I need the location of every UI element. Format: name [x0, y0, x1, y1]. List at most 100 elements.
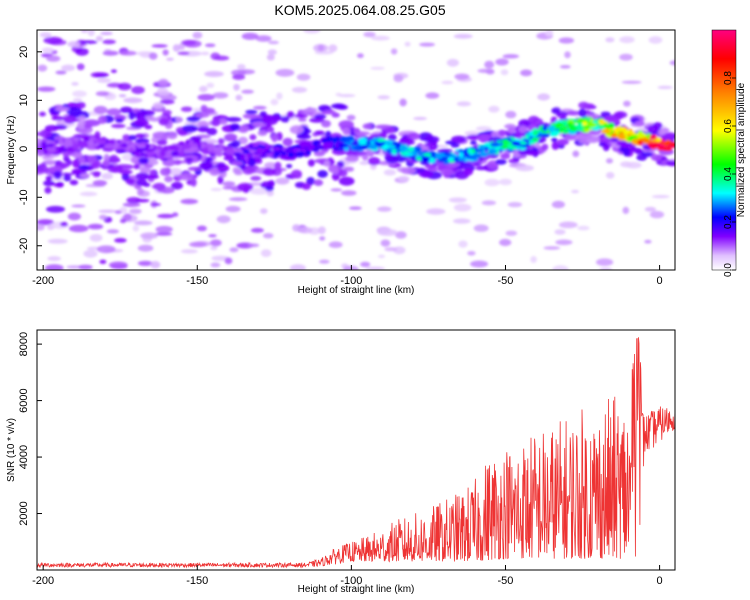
- heatmap-cell: [610, 133, 618, 138]
- heatmap-cell: [132, 225, 140, 232]
- heatmap-cell: [222, 181, 236, 187]
- heatmap-cell: [145, 143, 151, 149]
- heatmap-cell: [380, 239, 391, 247]
- spectrogram-y-ticks: -20 -10 0 10 20: [18, 46, 42, 254]
- heatmap-cell: [476, 148, 484, 153]
- x-tick-label: -100: [340, 575, 362, 587]
- x-tick-label: -50: [498, 275, 514, 287]
- heatmap-cell: [607, 122, 615, 129]
- heatmap-cell: [322, 143, 333, 149]
- heatmap-cell: [505, 110, 517, 119]
- heatmap-cell: [448, 197, 467, 203]
- heatmap-cell: [338, 176, 355, 186]
- heatmap-cell: [225, 205, 241, 213]
- heatmap-cell: [552, 265, 569, 270]
- heatmap-cell: [197, 142, 202, 147]
- heatmap-cell: [407, 132, 421, 140]
- heatmap-cell: [547, 125, 556, 132]
- heatmap-cell: [71, 82, 79, 86]
- heatmap-cell: [118, 169, 133, 175]
- heatmap-cell: [275, 68, 295, 77]
- heatmap-cell: [561, 128, 570, 134]
- heatmap-cell: [518, 125, 528, 134]
- heatmap-cell: [144, 124, 153, 130]
- heatmap-cell: [71, 137, 81, 141]
- heatmap-cell: [257, 130, 268, 136]
- heatmap-cell: [613, 111, 628, 119]
- heatmap-cell: [313, 150, 325, 157]
- heatmap-cell: [605, 172, 615, 179]
- heatmap-cell: [232, 74, 246, 80]
- heatmap-cell: [349, 206, 362, 210]
- heatmap-cell: [172, 212, 179, 217]
- heatmap-cell: [598, 119, 606, 125]
- heatmap-cell: [155, 225, 173, 233]
- heatmap-cell: [160, 150, 166, 157]
- heatmap-cell: [319, 259, 330, 264]
- y-tick-label: 6000: [18, 388, 30, 412]
- heatmap-cell: [502, 54, 520, 59]
- heatmap-cell: [286, 164, 293, 169]
- heatmap-cell: [224, 257, 233, 265]
- heatmap-cell: [75, 101, 86, 109]
- heatmap-cell: [296, 73, 311, 81]
- colorbar-frame: [711, 29, 737, 271]
- heatmap-cell: [331, 168, 340, 175]
- heatmap-cell: [458, 152, 464, 158]
- heatmap-cell: [115, 118, 124, 123]
- heatmap-cell: [110, 69, 117, 73]
- heatmap-cell: [241, 32, 259, 40]
- heatmap-cell: [98, 115, 107, 124]
- heatmap-cell: [635, 132, 647, 139]
- heatmap-cell: [122, 202, 141, 208]
- heatmap-cell: [296, 134, 312, 140]
- heatmap-cell: [118, 94, 127, 98]
- heatmap-cell: [555, 239, 573, 246]
- heatmap-cell: [215, 152, 223, 157]
- heatmap-cell: [617, 133, 626, 141]
- heatmap-cell: [123, 213, 132, 221]
- heatmap-cell: [73, 98, 83, 102]
- snr-panel: -200 -150 -100 -50 0 2000 4000 6000 8000 Height…: [6, 329, 676, 595]
- heatmap-cell: [322, 109, 336, 115]
- heatmap-cell: [180, 198, 199, 205]
- heatmap-cell: [338, 143, 349, 148]
- heatmap-cell: [260, 208, 268, 215]
- heatmap-cell: [306, 177, 315, 186]
- heatmap-cell: [109, 154, 119, 163]
- heatmap-cell: [192, 107, 203, 113]
- heatmap-cell: [109, 165, 123, 173]
- snr-y-label: SNR (10 * v/v): [6, 418, 17, 482]
- heatmap-cell: [47, 256, 61, 262]
- heatmap-cell: [576, 118, 587, 123]
- heatmap-cell: [345, 155, 359, 162]
- heatmap-cell: [408, 146, 414, 153]
- heatmap-cell: [242, 113, 258, 119]
- heatmap-cell: [649, 134, 657, 140]
- heatmap-cell: [63, 115, 77, 124]
- heatmap-cell: [58, 139, 64, 146]
- heatmap-cell: [541, 133, 550, 138]
- heatmap-cell: [248, 143, 254, 149]
- heatmap-cell: [275, 177, 290, 185]
- heatmap-cell: [238, 136, 248, 145]
- heatmap-cell: [291, 86, 308, 93]
- heatmap-cell: [46, 55, 61, 62]
- heatmap-cell: [244, 164, 260, 173]
- heatmap-cell: [121, 144, 128, 148]
- snr-y-ticks: 2000 4000 6000 8000: [18, 332, 42, 526]
- heatmap-cell: [217, 138, 225, 145]
- heatmap-cell: [76, 63, 85, 71]
- heatmap-cell: [491, 149, 497, 154]
- heatmap-cell: [507, 126, 516, 134]
- heatmap-cell: [139, 167, 151, 174]
- heatmap-cell: [602, 143, 610, 152]
- heatmap-cell: [623, 129, 630, 135]
- heatmap-cell: [117, 82, 132, 91]
- heatmap-cell: [166, 57, 174, 61]
- heatmap-cell: [572, 150, 580, 158]
- heatmap-cell: [384, 247, 398, 252]
- heatmap-cell: [385, 156, 399, 164]
- heatmap-cell: [237, 64, 246, 70]
- heatmap-cell: [621, 80, 642, 84]
